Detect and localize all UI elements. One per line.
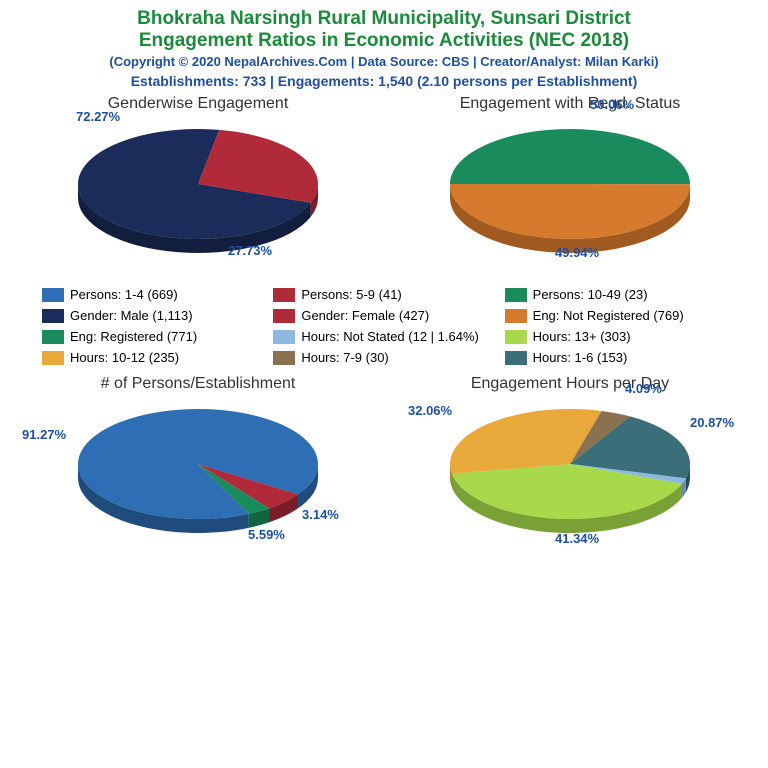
legend-item: Hours: Not Stated (12 | 1.64%) [273, 329, 494, 344]
legend-label: Eng: Not Registered (769) [533, 308, 684, 323]
pie-slice-label: 5.59% [248, 527, 285, 542]
pie-slice-label: 20.87% [690, 415, 734, 430]
legend-swatch [273, 330, 295, 344]
legend-item: Eng: Not Registered (769) [505, 308, 726, 323]
legend-swatch [505, 330, 527, 344]
legend-label: Hours: 7-9 (30) [301, 350, 388, 365]
legend-swatch [42, 309, 64, 323]
legend-swatch [42, 288, 64, 302]
legend-swatch [42, 330, 64, 344]
title-line2: Engagement Ratios in Economic Activities… [12, 30, 756, 52]
pie-slice-label: 91.27% [22, 427, 66, 442]
legend-label: Persons: 5-9 (41) [301, 287, 401, 302]
legend-label: Persons: 10-49 (23) [533, 287, 648, 302]
chart-persons: # of Persons/Establishment 91.27% 5.59% 3.… [18, 375, 378, 555]
legend-item: Hours: 1-6 (153) [505, 350, 726, 365]
legend-item: Persons: 5-9 (41) [273, 287, 494, 302]
legend-item: Hours: 10-12 (235) [42, 350, 263, 365]
legend-item: Hours: 13+ (303) [505, 329, 726, 344]
pie-slice-label: 3.14% [302, 507, 339, 522]
pie-slice-label: 32.06% [408, 403, 452, 418]
legend-swatch [505, 288, 527, 302]
legend-label: Hours: 10-12 (235) [70, 350, 179, 365]
pie-persons [48, 395, 348, 545]
chart-gender-title: Genderwise Engagement [18, 95, 378, 113]
legend-swatch [273, 351, 295, 365]
pie-slice-label: 27.73% [228, 243, 272, 258]
legend-item: Eng: Registered (771) [42, 329, 263, 344]
chart-regd-title: Engagement with Regd. Status [390, 95, 750, 113]
pie-slice-label: 72.27% [76, 109, 120, 124]
legend-swatch [42, 351, 64, 365]
pie-regd [420, 115, 720, 265]
legend-swatch [273, 288, 295, 302]
title-line1: Bhokraha Narsingh Rural Municipality, Su… [12, 8, 756, 30]
legend-item: Persons: 10-49 (23) [505, 287, 726, 302]
legend-label: Eng: Registered (771) [70, 329, 197, 344]
legend-item: Gender: Male (1,113) [42, 308, 263, 323]
legend-label: Hours: 1-6 (153) [533, 350, 628, 365]
pie-gender [48, 115, 348, 265]
pie-hours [420, 395, 720, 545]
legend-label: Gender: Male (1,113) [70, 308, 193, 323]
pie-slice-label: 4.09% [625, 381, 662, 396]
chart-gender: Genderwise Engagement 72.27% 27.73% [18, 95, 378, 275]
legend-item: Gender: Female (427) [273, 308, 494, 323]
chart-hours: Engagement Hours per Day 20.87% 41.34% 32.… [390, 375, 750, 555]
pie-slice-label: 49.94% [555, 245, 599, 260]
legend-label: Persons: 1-4 (669) [70, 287, 178, 302]
top-charts-row: Genderwise Engagement 72.27% 27.73% Engag… [12, 95, 756, 275]
infographic-container: Bhokraha Narsingh Rural Municipality, Su… [0, 0, 768, 768]
legend-item: Hours: 7-9 (30) [273, 350, 494, 365]
legend-label: Hours: 13+ (303) [533, 329, 631, 344]
pie-slice-label: 41.34% [555, 531, 599, 546]
legend-swatch [505, 309, 527, 323]
chart-persons-title: # of Persons/Establishment [18, 375, 378, 393]
legend-swatch [505, 351, 527, 365]
legend-item: Persons: 1-4 (669) [42, 287, 263, 302]
legend: Persons: 1-4 (669) Persons: 5-9 (41) Perso… [12, 281, 756, 375]
legend-swatch [273, 309, 295, 323]
stats-line: Establishments: 733 | Engagements: 1,540… [12, 73, 756, 89]
chart-regd: Engagement with Regd. Status 50.06% 49.94… [390, 95, 750, 275]
bottom-charts-row: # of Persons/Establishment 91.27% 5.59% 3.… [12, 375, 756, 555]
pie-slice-label: 50.06% [590, 97, 634, 112]
chart-hours-title: Engagement Hours per Day [390, 375, 750, 393]
legend-label: Gender: Female (427) [301, 308, 429, 323]
copyright-line: (Copyright © 2020 NepalArchives.Com | Da… [12, 54, 756, 69]
legend-label: Hours: Not Stated (12 | 1.64%) [301, 329, 479, 344]
